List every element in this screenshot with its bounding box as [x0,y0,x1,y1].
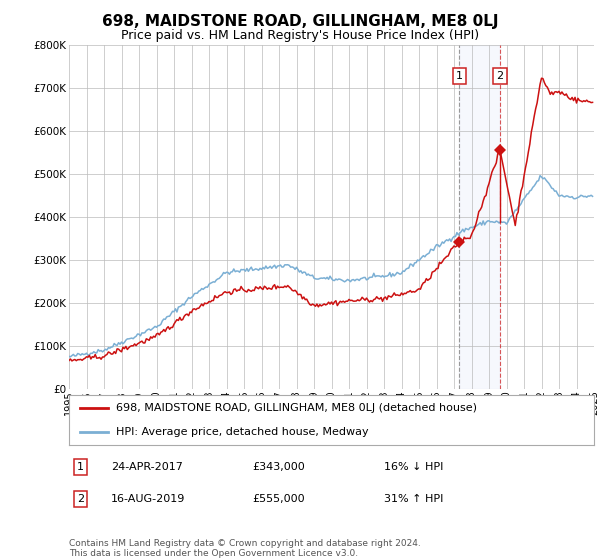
Text: £555,000: £555,000 [253,494,305,504]
Text: Price paid vs. HM Land Registry's House Price Index (HPI): Price paid vs. HM Land Registry's House … [121,29,479,42]
Text: £343,000: £343,000 [253,461,305,472]
Text: 16% ↓ HPI: 16% ↓ HPI [384,461,443,472]
Text: HPI: Average price, detached house, Medway: HPI: Average price, detached house, Medw… [116,427,369,437]
Text: 2: 2 [496,71,503,81]
Text: Contains HM Land Registry data © Crown copyright and database right 2024.
This d: Contains HM Land Registry data © Crown c… [69,539,421,558]
Text: 1: 1 [77,461,84,472]
Text: 698, MAIDSTONE ROAD, GILLINGHAM, ME8 0LJ: 698, MAIDSTONE ROAD, GILLINGHAM, ME8 0LJ [102,14,498,29]
Text: 698, MAIDSTONE ROAD, GILLINGHAM, ME8 0LJ (detached house): 698, MAIDSTONE ROAD, GILLINGHAM, ME8 0LJ… [116,403,477,413]
Text: 24-APR-2017: 24-APR-2017 [111,461,183,472]
Text: 31% ↑ HPI: 31% ↑ HPI [384,494,443,504]
Bar [460,45,500,389]
Text: 1: 1 [456,71,463,81]
Text: 2: 2 [77,494,84,504]
Text: 16-AUG-2019: 16-AUG-2019 [111,494,185,504]
